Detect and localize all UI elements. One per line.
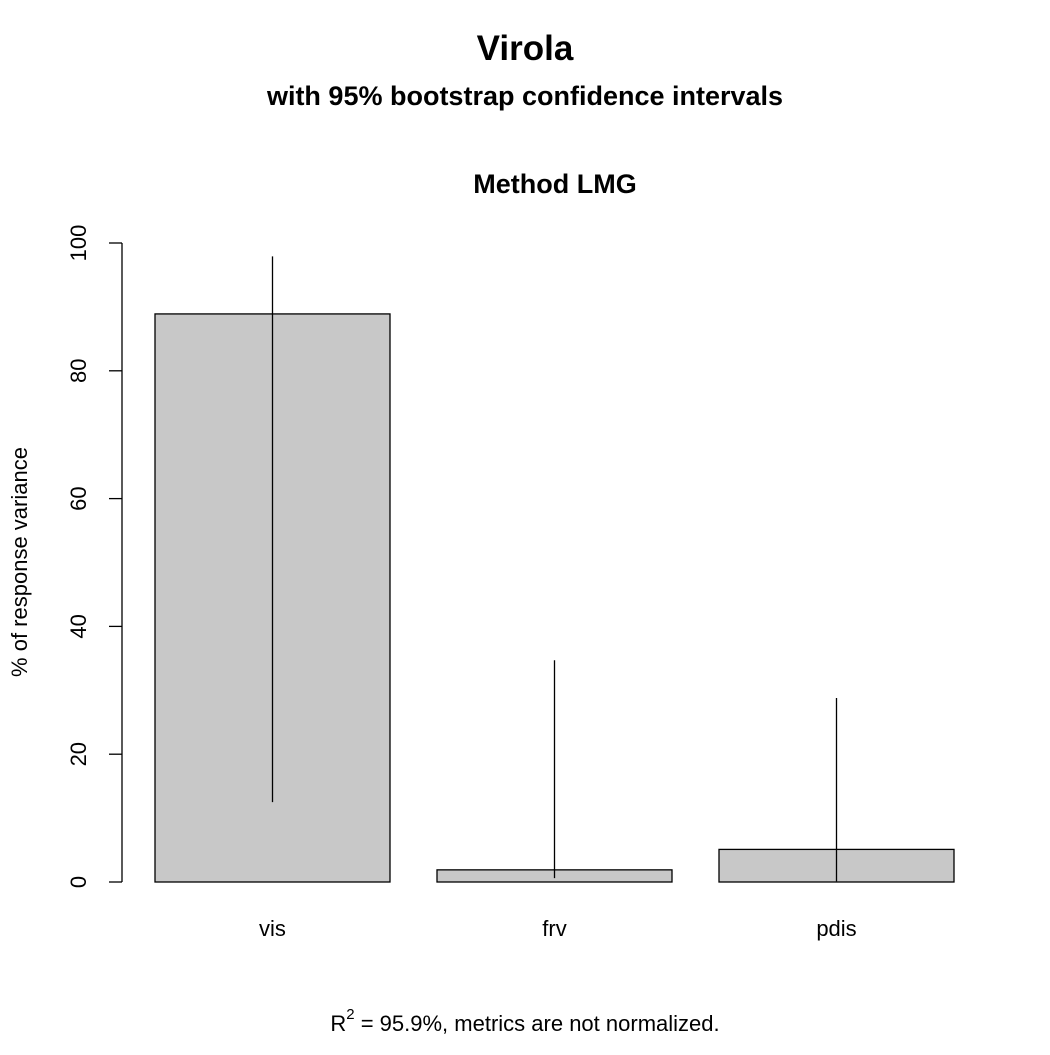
footnote-r-symbol: R xyxy=(330,1011,346,1036)
y-tick-label: 40 xyxy=(66,614,91,638)
y-tick-label: 60 xyxy=(66,486,91,510)
x-tick-label-frv: frv xyxy=(542,916,566,941)
x-tick-label-pdis: pdis xyxy=(816,916,856,941)
bars-group xyxy=(154,256,955,883)
y-axis-label: % of response variance xyxy=(7,447,32,677)
footnote: R2 = 95.9%, metrics are not normalized. xyxy=(330,1006,719,1036)
y-tick-label: 0 xyxy=(66,876,91,888)
footnote-r-exponent: 2 xyxy=(346,1006,354,1023)
y-tick-label: 80 xyxy=(66,359,91,383)
y-axis: 0 20 40 60 80 100 xyxy=(66,225,123,888)
chart-subtitle: with 95% bootstrap confidence intervals xyxy=(266,81,783,111)
y-tick-label: 100 xyxy=(66,225,91,262)
x-axis-labels: vis frv pdis xyxy=(259,916,857,941)
panel-title: Method LMG xyxy=(473,169,636,199)
chart-title: Virola xyxy=(477,29,574,68)
y-tick-label: 20 xyxy=(66,742,91,766)
footnote-text: = 95.9%, metrics are not normalized. xyxy=(355,1011,720,1036)
x-tick-label-vis: vis xyxy=(259,916,286,941)
